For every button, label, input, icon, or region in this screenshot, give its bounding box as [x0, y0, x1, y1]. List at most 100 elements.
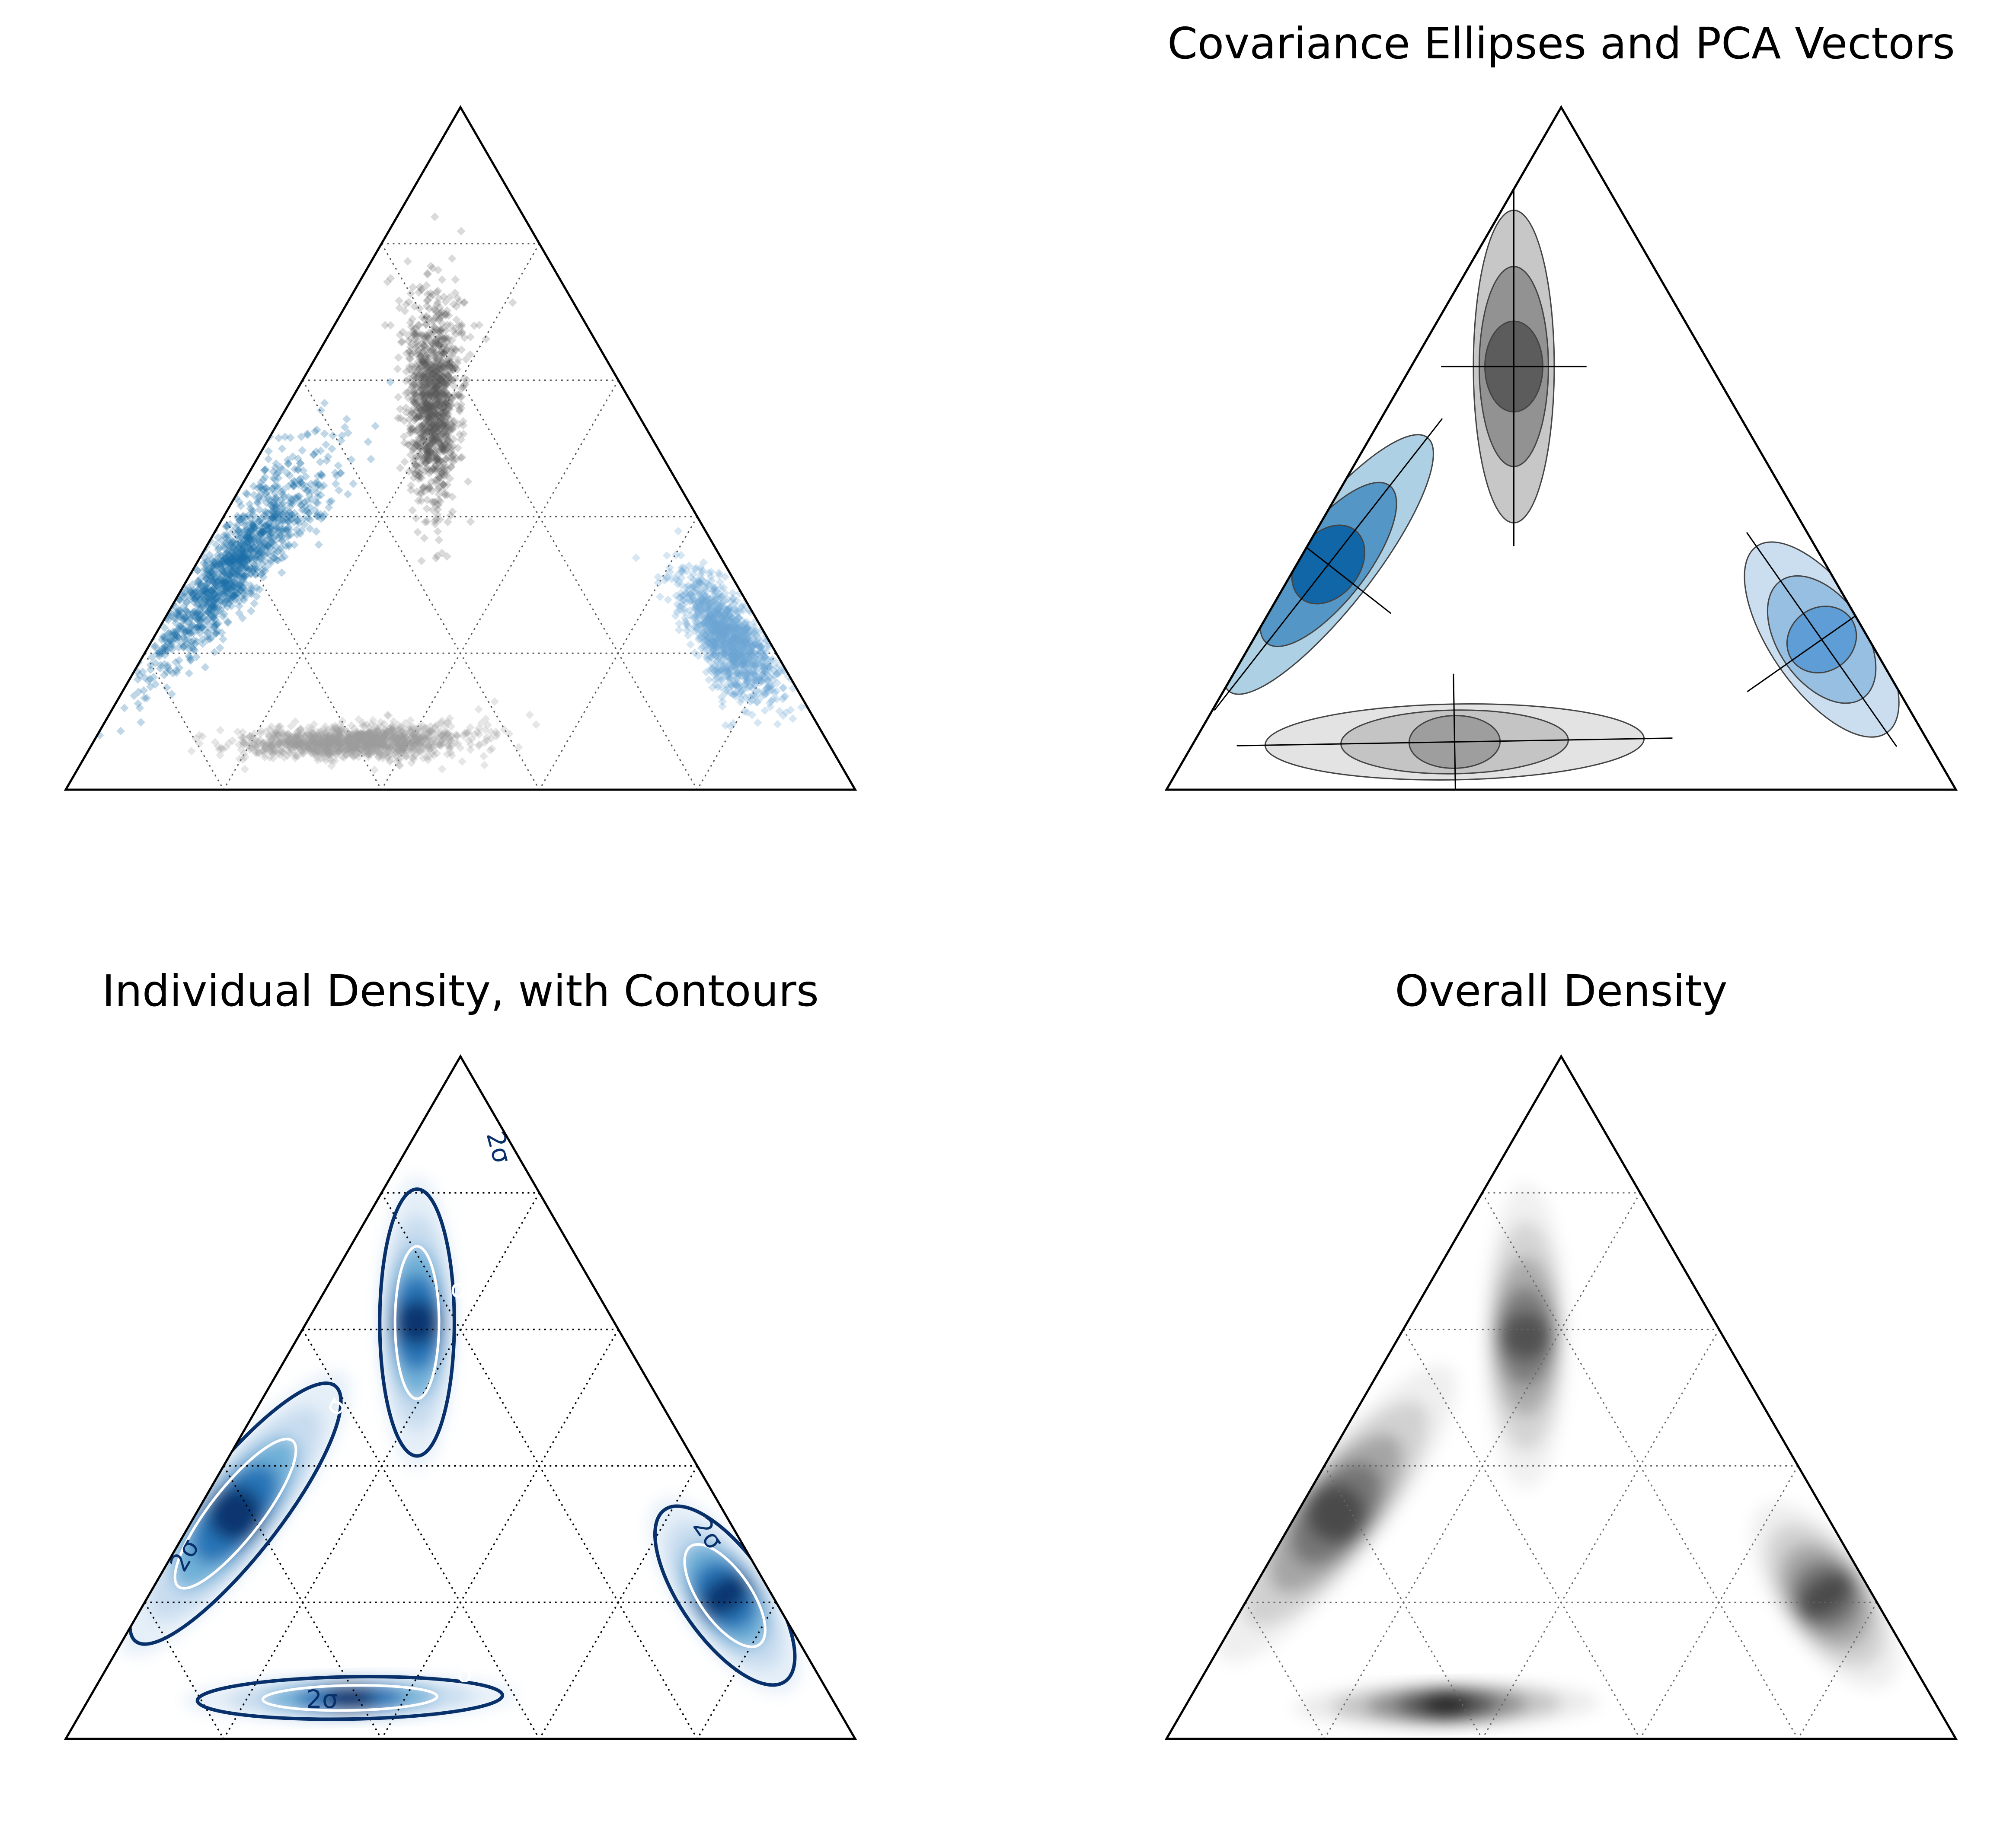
scatter-point-left: [287, 510, 296, 520]
scatter-point-left: [210, 609, 219, 619]
scatter-point-left: [225, 579, 234, 588]
scatter-point-left: [183, 590, 192, 599]
scatter-point-left: [264, 455, 273, 463]
scatter-point-left: [347, 455, 356, 464]
scatter-point-left: [244, 564, 253, 573]
scatter-point-left: [301, 472, 310, 481]
scatter-point-left: [265, 533, 274, 542]
scatter-point-left: [191, 607, 200, 616]
scatter-point-left: [187, 623, 196, 631]
scatter-point-left: [215, 588, 224, 597]
scatter-point-left: [157, 649, 166, 658]
scatter-point-left: [221, 586, 230, 595]
scatter-point-left: [244, 533, 253, 542]
scatter-point-left: [243, 563, 252, 572]
scatter-point-left: [278, 501, 287, 510]
scatter-point-left: [209, 577, 218, 586]
scatter-point-left: [210, 589, 219, 598]
scatter-point-left: [260, 540, 269, 549]
scatter-point-right: [806, 680, 815, 689]
scatter-point-left: [206, 609, 215, 619]
scatter-point-left: [240, 518, 249, 527]
scatter-point-left: [244, 549, 252, 558]
scatter-point-left: [241, 535, 250, 544]
scatter-point-left: [248, 506, 257, 515]
scatter-point-left: [227, 578, 235, 587]
scatter-point-left: [214, 545, 223, 554]
scatter-point-right: [782, 654, 791, 663]
scatter-point-left: [316, 491, 326, 500]
scatter-point-left: [196, 526, 205, 536]
scatter-point-left: [211, 615, 220, 624]
scatter-point-left: [278, 485, 288, 494]
scatter-point-left: [364, 437, 373, 446]
scatter-point-left: [181, 549, 190, 558]
scatter-point-left: [140, 694, 149, 702]
scatter-point-left: [262, 520, 270, 529]
scatter-point-left: [334, 486, 343, 495]
scatter-point-left: [139, 686, 148, 695]
scatter-point-left: [284, 493, 293, 502]
scatter-point-left: [187, 628, 196, 637]
scatter-point-left: [254, 526, 263, 535]
scatter-point-left: [268, 529, 277, 537]
scatter-point-left: [248, 520, 257, 529]
scatter-point-left: [150, 643, 159, 651]
scatter-point-left: [166, 640, 174, 649]
scatter-point-left: [203, 589, 212, 597]
scatter-point-left: [230, 551, 239, 560]
scatter-point-left: [252, 564, 262, 574]
scatter-point-left: [278, 554, 286, 563]
scatter-point-left: [215, 589, 224, 598]
scatter-point-left: [189, 590, 198, 599]
scatter-point-left: [261, 465, 270, 474]
scatter-point-left: [210, 603, 219, 612]
scatter-point-left: [130, 691, 138, 700]
scatter-point-top: [475, 321, 484, 329]
scatter-point-left: [196, 604, 205, 613]
scatter-point-left: [259, 527, 268, 536]
scatter-point-left: [182, 597, 192, 606]
scatter-point-left: [190, 588, 199, 597]
scatter-point-bottom: [514, 743, 523, 752]
scatter-point-left: [241, 521, 250, 530]
scatter-point-left: [283, 532, 292, 541]
scatter-point-left: [313, 425, 321, 434]
scatter-point-left: [180, 641, 189, 650]
scatter-point-left: [325, 498, 334, 506]
scatter-point-left: [243, 565, 251, 574]
scatter-point-top: [412, 514, 421, 523]
scatter-point-left: [235, 562, 243, 571]
scatter-point-left: [233, 583, 242, 592]
scatter-point-left: [289, 481, 298, 490]
scatter-point-left: [287, 509, 296, 518]
scatter-point-left: [237, 562, 246, 571]
scatter-point-left: [208, 576, 217, 585]
scatter-point-left: [245, 565, 254, 574]
scatter-point-left: [172, 626, 181, 635]
scatter-point-left: [234, 568, 243, 577]
scatter-point-left: [151, 658, 160, 667]
scatter-point-left: [175, 663, 184, 672]
scatter-point-left: [232, 570, 241, 579]
scatter-point-left: [203, 583, 212, 592]
scatter-point-left: [338, 431, 347, 440]
scatter-point-left: [191, 595, 200, 604]
scatter-point-left: [243, 552, 252, 561]
scatter-points: [95, 212, 836, 774]
scatter-point-left: [296, 459, 305, 468]
scatter-point-left: [210, 623, 219, 631]
scatter-point-left: [281, 542, 290, 551]
scatter-point-left: [281, 506, 290, 515]
scatter-point-left: [222, 573, 231, 582]
scatter-point-left: [229, 538, 238, 547]
scatter-point-left: [220, 542, 228, 550]
scatter-point-left: [246, 606, 256, 616]
scatter-point-bottom: [240, 765, 249, 774]
scatter-point-left: [272, 501, 280, 510]
scatter-point-left: [221, 533, 230, 542]
scatter-point-left: [202, 620, 211, 629]
scatter-point-left: [255, 532, 264, 541]
scatter-point-left: [228, 552, 237, 560]
scatter-point-left: [187, 594, 195, 603]
